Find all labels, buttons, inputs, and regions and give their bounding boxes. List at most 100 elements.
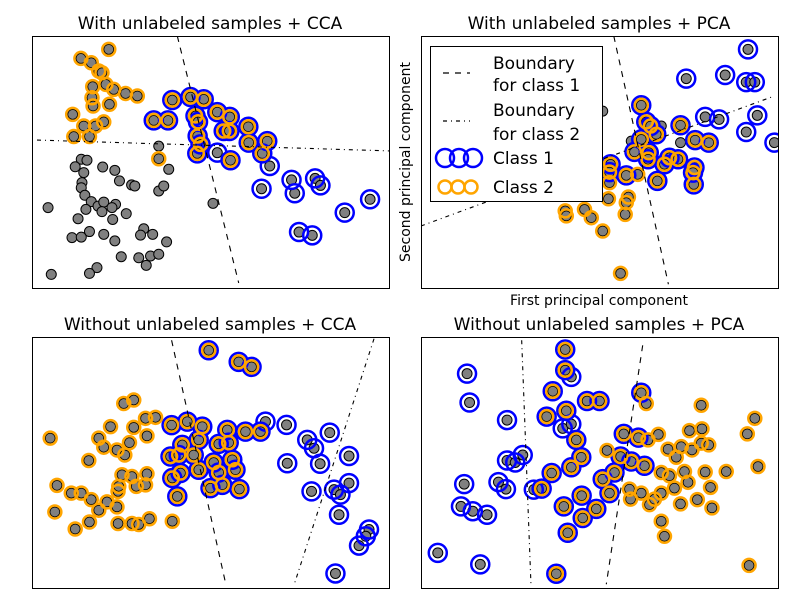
class2-ring <box>67 521 83 537</box>
data-point <box>153 248 165 260</box>
class1-ring <box>348 535 370 556</box>
class1-ring <box>599 482 620 504</box>
data-point <box>211 147 223 159</box>
class2-ring <box>656 156 673 173</box>
class2-ring <box>558 403 575 419</box>
data-point <box>603 487 615 499</box>
class2-ring <box>700 437 717 453</box>
data-point <box>85 494 97 506</box>
data-point <box>42 202 54 214</box>
data-point <box>691 494 703 506</box>
class1-ring <box>764 132 778 153</box>
class1-ring <box>531 478 552 499</box>
class2-ring <box>650 426 667 443</box>
class2-ring <box>147 409 164 426</box>
data-point <box>45 268 57 280</box>
data-point <box>207 197 219 209</box>
data-point <box>464 397 476 409</box>
class1-ring <box>277 453 298 474</box>
class1-ring <box>747 105 768 126</box>
class2-ring <box>556 498 572 515</box>
data-point <box>166 419 178 431</box>
data-point <box>112 517 124 529</box>
data-point <box>239 426 251 438</box>
class1-ring <box>589 390 610 412</box>
data-point <box>242 121 254 133</box>
data-point <box>49 506 61 518</box>
data-point <box>75 231 87 243</box>
class1-ring <box>459 392 480 413</box>
data-point <box>696 423 708 435</box>
class1-ring <box>553 496 575 517</box>
data-point <box>749 412 761 424</box>
class1-ring <box>647 170 668 192</box>
data-point <box>83 267 95 279</box>
class1-ring <box>561 457 582 478</box>
data-point <box>153 153 165 165</box>
data-point <box>570 434 582 446</box>
data-point <box>575 451 587 463</box>
class2-ring <box>568 432 585 448</box>
data-point <box>135 229 147 241</box>
class2-ring <box>557 362 573 378</box>
class2-ring <box>697 464 713 480</box>
class2-ring <box>224 451 241 468</box>
data-point <box>143 513 155 525</box>
data-point <box>66 232 78 244</box>
class2-ring <box>231 481 248 497</box>
class2-ring <box>91 502 107 518</box>
data-point <box>699 111 711 123</box>
class2-ring <box>145 112 162 129</box>
data-point <box>141 430 153 442</box>
data-point <box>324 427 336 439</box>
class2-ring <box>129 88 146 104</box>
class2-ring <box>230 354 247 370</box>
class1-ring <box>571 485 592 506</box>
class2-ring <box>704 500 720 516</box>
class2-ring <box>98 76 114 93</box>
legend: Boundary for class 1 Boundary for class 2 … <box>430 46 603 202</box>
class1-ring <box>694 106 716 128</box>
class1-ring <box>496 409 518 431</box>
data-point <box>120 87 132 99</box>
class1-ring <box>541 462 562 484</box>
data-point <box>44 432 56 444</box>
data-point <box>683 425 695 437</box>
data-point <box>675 119 687 131</box>
axes-frame <box>421 337 779 589</box>
class1-ring <box>167 486 188 507</box>
class2-ring <box>66 128 82 145</box>
class2-ring <box>179 413 196 430</box>
class1-ring <box>213 120 234 142</box>
data-point <box>166 94 178 106</box>
class2-ring <box>254 145 271 162</box>
class2-ring <box>189 145 206 162</box>
class2-ring <box>137 477 154 493</box>
class2-ring <box>606 464 623 481</box>
class2-ring <box>672 496 689 512</box>
data-point <box>256 183 268 195</box>
data-point <box>107 213 119 225</box>
plot-content <box>427 339 766 585</box>
data-point <box>78 167 90 179</box>
class2-ring <box>533 480 550 497</box>
data-point <box>559 344 571 356</box>
data-point <box>541 411 553 423</box>
class2-ring <box>646 491 663 507</box>
data-point <box>51 479 63 491</box>
data-point <box>153 140 165 152</box>
data-point <box>565 461 577 473</box>
class2-ring <box>750 458 766 475</box>
data-point <box>550 568 562 580</box>
data-point <box>83 454 95 466</box>
class2-ring <box>544 383 561 399</box>
class2-ring <box>636 458 653 474</box>
class1-ring <box>334 202 355 223</box>
data-point <box>680 73 692 85</box>
class1-ring <box>556 400 577 422</box>
class2-ring <box>747 410 763 427</box>
class1-ring <box>259 155 281 177</box>
class2-ring <box>633 97 650 114</box>
data-point <box>314 458 326 470</box>
data-point <box>461 368 473 380</box>
